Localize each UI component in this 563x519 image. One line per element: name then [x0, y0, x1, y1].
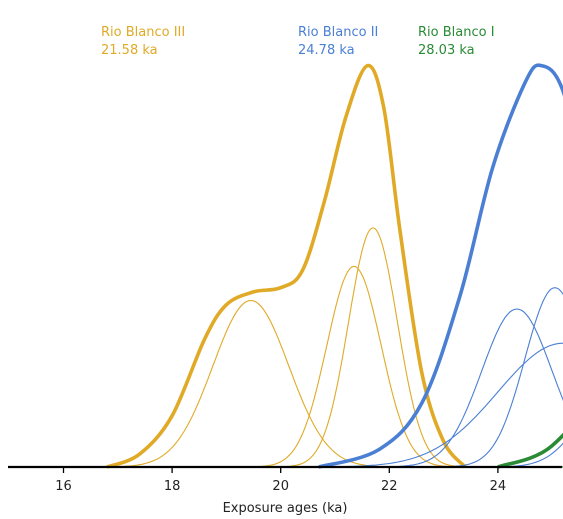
rio-blanco-ii-name-label: Rio Blanco II: [298, 25, 378, 40]
rio-blanco-ii-component-curve-1: [375, 308, 563, 468]
rio-blanco-iii-component-curve-2: [245, 265, 463, 468]
rio-blanco-iii-component-curve-3: [275, 227, 471, 468]
rio-blanco-ii-summed-curve: [318, 63, 563, 469]
rio-blanco-i-summed-curve: [497, 432, 563, 469]
x-axis-ticks: 161820222426283032: [55, 467, 507, 494]
series-annotations: Rio Blanco III 21.58 ka Rio Blanco II 24.78…: [101, 25, 495, 58]
rio-blanco-ii-component-curve-3: [302, 342, 563, 468]
x-axis-title: Exposure ages (ka): [223, 501, 348, 516]
x-tick-label-22: 22: [381, 479, 398, 494]
rio-blanco-ii-component-curve-2: [435, 287, 563, 468]
rio-blanco-iii-age-label: 21.58 ka: [101, 43, 158, 58]
x-tick-label-20: 20: [272, 479, 289, 494]
rio-blanco-ii-component-curve-4: [481, 442, 563, 468]
x-tick-label-18: 18: [164, 479, 181, 494]
curves-layer: [98, 63, 563, 469]
rio-blanco-i-age-label: 28.03 ka: [418, 43, 475, 58]
rio-blanco-i-name-label: Rio Blanco I: [418, 25, 495, 40]
x-tick-label-24: 24: [490, 479, 507, 494]
rio-blanco-ii-age-label: 24.78 ka: [298, 43, 355, 58]
x-tick-label-16: 16: [55, 479, 72, 494]
rio-blanco-iii-summed-curve: [106, 63, 467, 469]
rio-blanco-iii-component-curve-1: [98, 299, 403, 468]
rio-blanco-iii-name-label: Rio Blanco III: [101, 25, 185, 40]
